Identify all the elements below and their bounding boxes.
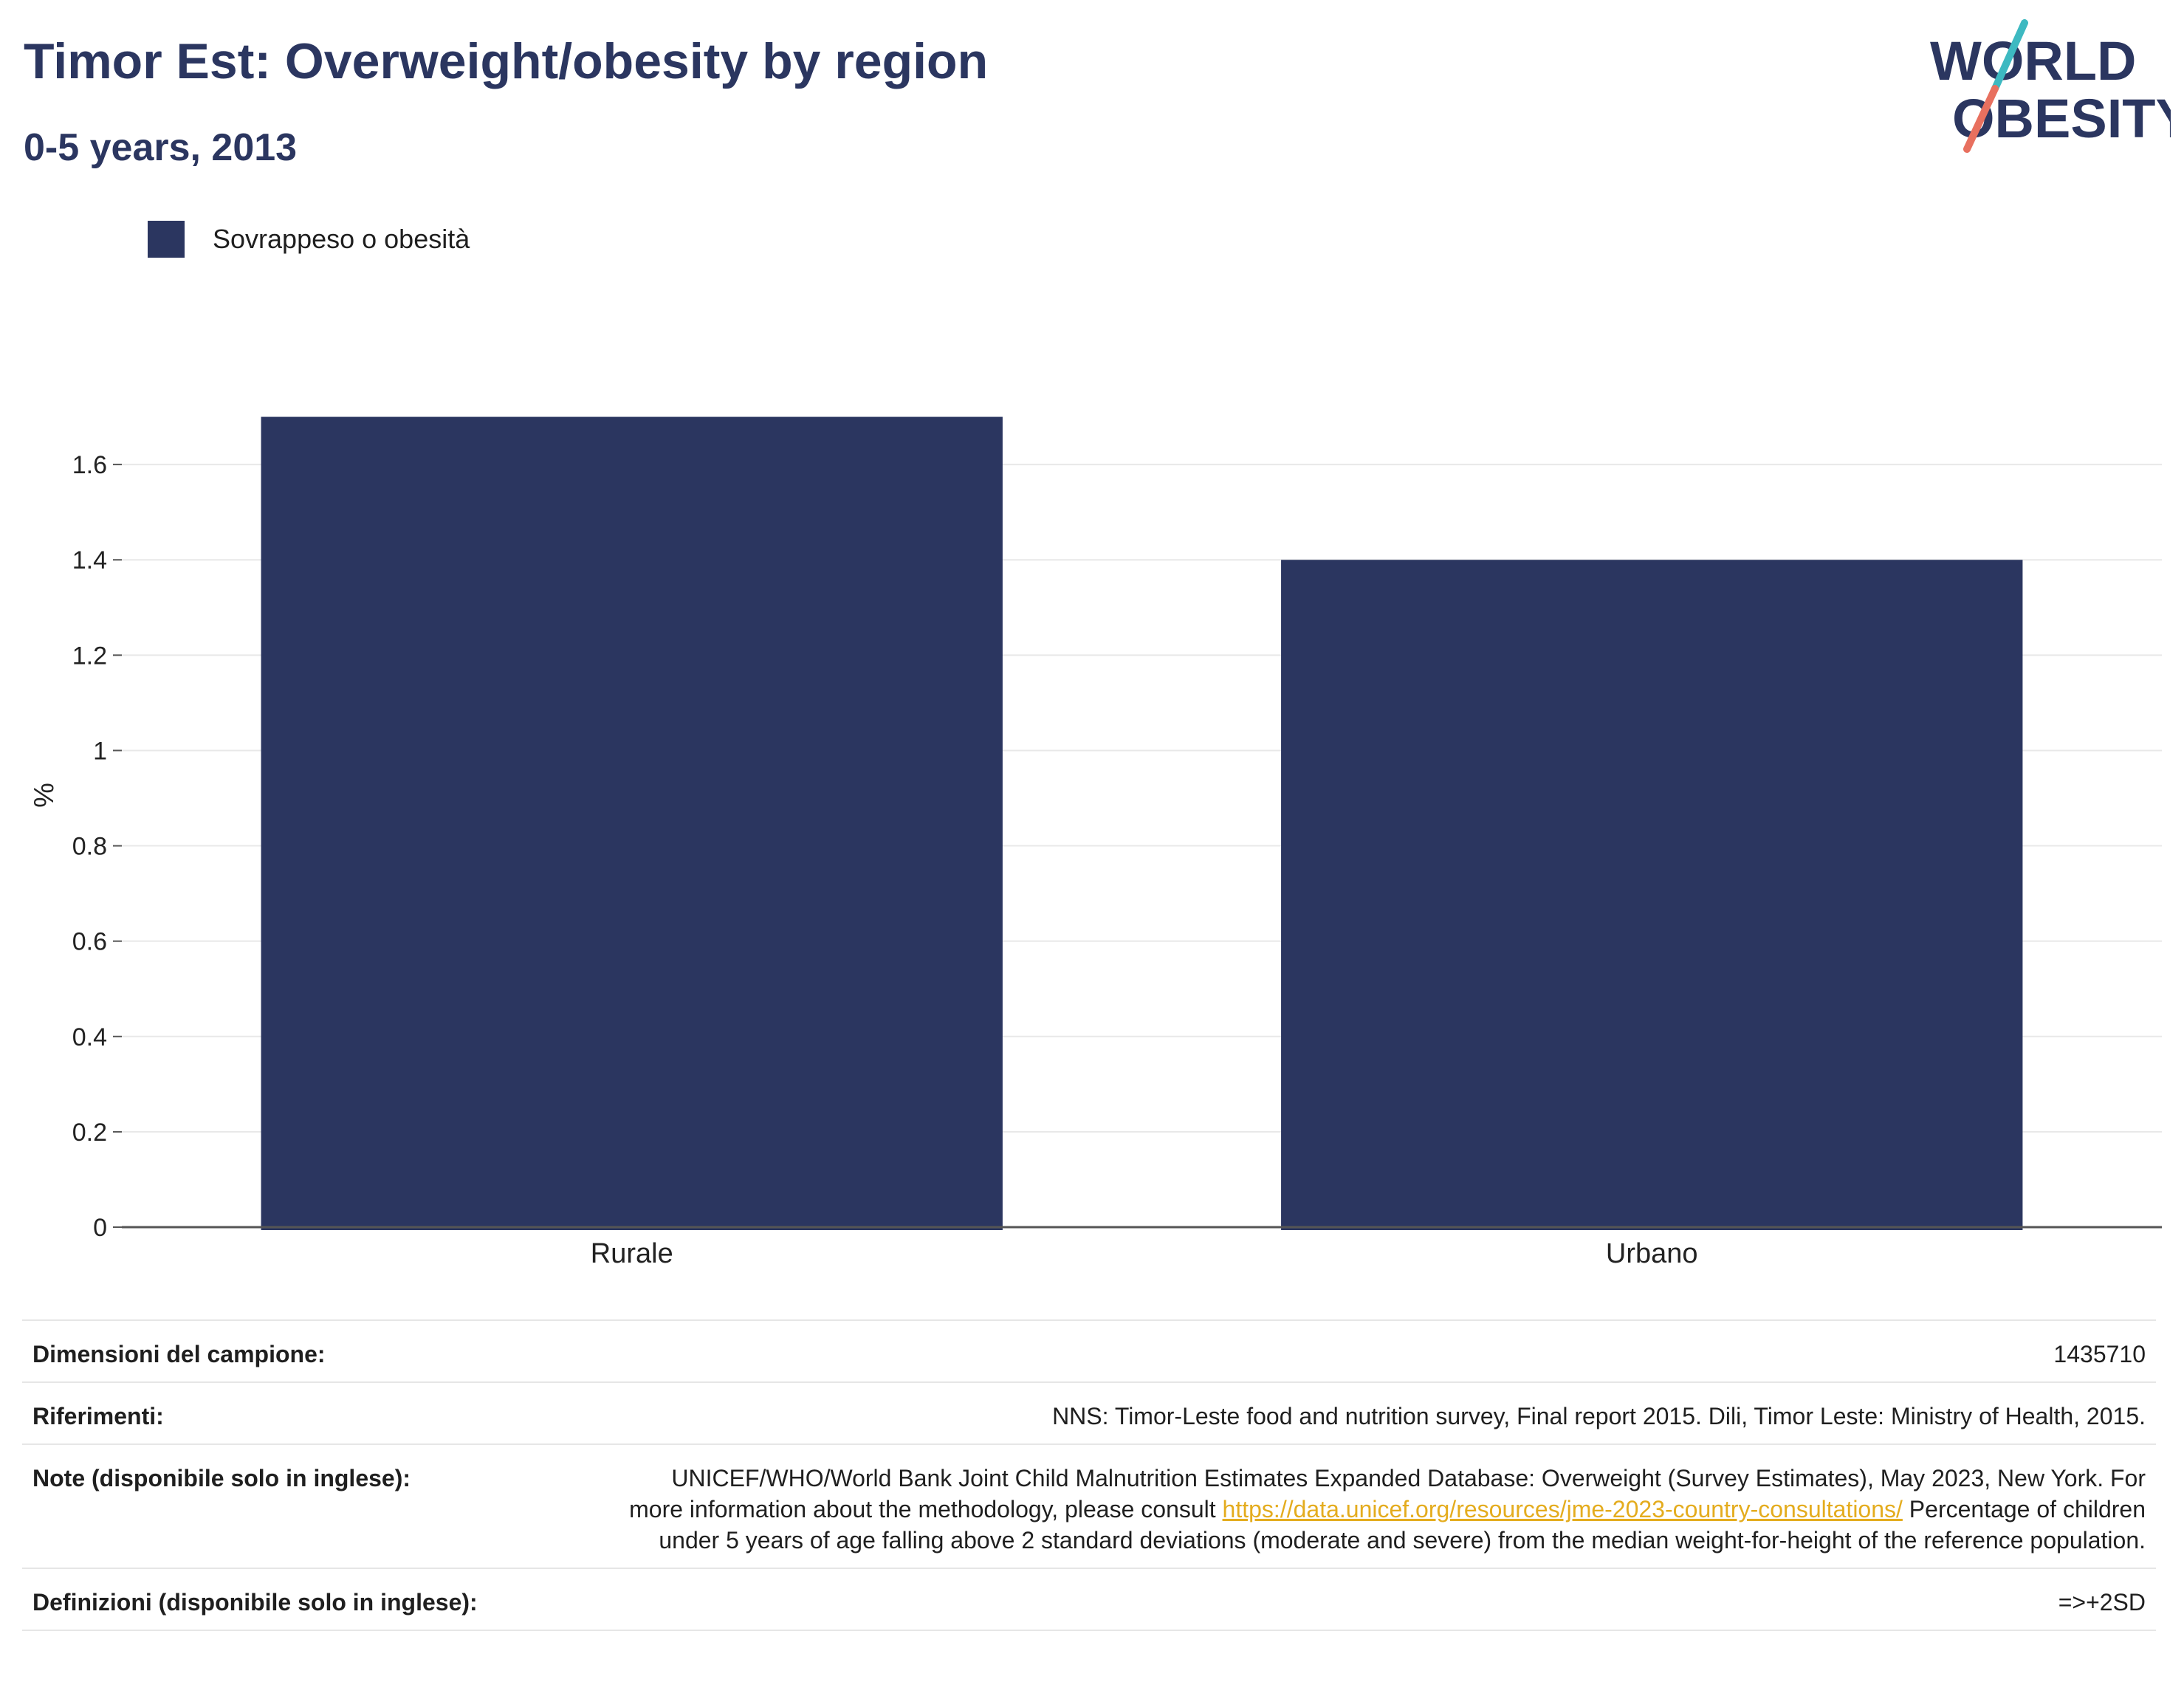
references-value: NNS: Timor-Leste food and nutrition surv… xyxy=(1052,1403,2146,1429)
legend-label: Sovrappeso o obesità xyxy=(213,224,470,254)
chart-metadata-table: Dimensioni del campione: 1435710 Riferim… xyxy=(22,1319,2156,1631)
legend-swatch xyxy=(148,221,185,258)
y-tick-label: 0.4 xyxy=(72,1023,107,1051)
logo-line1: WORLD xyxy=(1930,30,2137,92)
references-row: Riferimenti: NNS: Timor-Leste food and n… xyxy=(22,1381,2156,1443)
y-tick-label: 1.4 xyxy=(72,546,107,574)
notes-text-1: UNICEF/WHO/World Bank Joint Child Malnut… xyxy=(629,1465,2146,1522)
notes-label: Note (disponibile solo in inglese): xyxy=(32,1465,411,1491)
bar-urbano xyxy=(1281,560,2023,1230)
axes: 0 0.2 0.4 0.6 0.8 1 1.2 1.4 1.6 Rurale Urbano% xyxy=(29,451,2162,1269)
y-tick-label: 1.6 xyxy=(72,451,107,479)
y-tick-label: 0.6 xyxy=(72,928,107,956)
definitions-row: Definizioni (disponibile solo in inglese… xyxy=(22,1568,2156,1631)
bar-chart: 0 0.2 0.4 0.6 0.8 1 1.2 1.4 1.6 Rurale Urbano% xyxy=(29,416,2162,1269)
y-tick-label: 1.2 xyxy=(72,642,107,670)
sample-size-value: 1435710 xyxy=(2053,1341,2146,1367)
sample-size-row: Dimensioni del campione: 1435710 xyxy=(22,1319,2156,1381)
x-tick-label: Rurale xyxy=(591,1238,673,1269)
sample-size-label: Dimensioni del campione: xyxy=(32,1341,326,1367)
notes-link[interactable]: https://data.unicef.org/resources/jme-20… xyxy=(1222,1496,1903,1522)
references-label: Riferimenti: xyxy=(32,1403,164,1429)
y-tick-label: 0 xyxy=(93,1214,107,1242)
definitions-value: =>+2SD xyxy=(2058,1589,2146,1616)
notes-text-2: Percentage of children under 5 years of … xyxy=(659,1496,2146,1553)
definitions-label: Definizioni (disponibile solo in inglese… xyxy=(32,1589,478,1616)
chart-title: Timor Est: Overweight/obesity by region xyxy=(24,33,989,89)
logo-slash-bottom xyxy=(1963,85,1999,153)
chart-subtitle: 0-5 years, 2013 xyxy=(24,126,298,169)
y-tick-label: 1 xyxy=(93,737,107,765)
y-axis-title: % xyxy=(29,783,60,808)
y-tick-label: 0.8 xyxy=(72,833,107,861)
bar-rurale xyxy=(261,416,1003,1230)
world-obesity-logo: WORLD OBESITY xyxy=(1930,19,2171,153)
logo-slash-top xyxy=(1991,19,2028,92)
notes-value: UNICEF/WHO/World Bank Joint Child Malnut… xyxy=(625,1463,2146,1556)
notes-row: Note (disponibile solo in inglese): UNIC… xyxy=(22,1443,2156,1568)
chart-legend[interactable]: Sovrappeso o obesità xyxy=(148,220,470,258)
y-tick-label: 0.2 xyxy=(72,1119,107,1147)
x-tick-label: Urbano xyxy=(1606,1238,1698,1269)
bars xyxy=(261,416,2023,1230)
